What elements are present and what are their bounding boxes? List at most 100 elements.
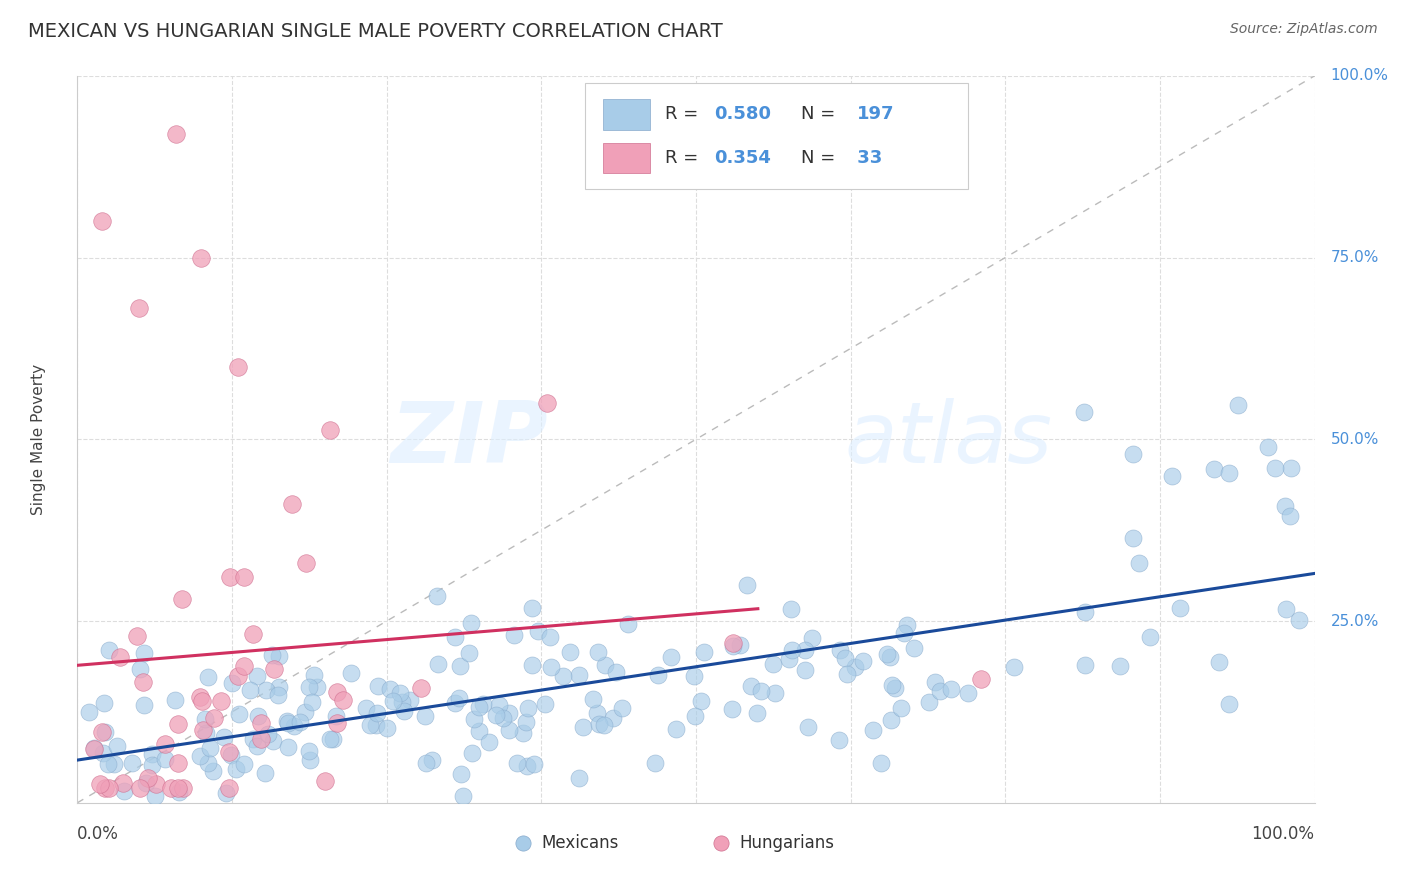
Point <box>225 762 247 776</box>
Point <box>458 646 481 660</box>
Point <box>93 724 115 739</box>
Point <box>451 789 474 803</box>
Point <box>143 789 166 803</box>
Point <box>219 747 242 762</box>
Point <box>319 423 342 437</box>
Point <box>378 682 401 697</box>
Point <box>233 570 256 584</box>
Point <box>301 695 323 709</box>
Point <box>97 756 120 771</box>
Point <box>332 692 354 706</box>
Point <box>326 685 349 699</box>
Point <box>728 638 751 652</box>
Point <box>202 711 225 725</box>
Point <box>1139 630 1161 644</box>
Point <box>884 681 907 695</box>
Point <box>890 701 912 715</box>
Point <box>298 753 321 767</box>
Point <box>588 717 610 731</box>
Point <box>763 686 786 700</box>
Point <box>468 723 491 738</box>
Point <box>83 740 105 755</box>
Point <box>1208 655 1230 669</box>
Point <box>267 680 290 694</box>
Point <box>1275 602 1298 616</box>
Point <box>880 678 903 692</box>
Point <box>155 737 177 751</box>
Point <box>498 723 520 738</box>
Point <box>413 708 436 723</box>
Point <box>586 645 609 659</box>
Point <box>520 601 543 615</box>
Point <box>956 686 979 700</box>
Point <box>749 684 772 698</box>
Point <box>129 662 152 676</box>
Text: 0.580: 0.580 <box>714 105 772 123</box>
Point <box>103 756 125 771</box>
Point <box>398 693 420 707</box>
Point <box>367 679 389 693</box>
Text: Single Male Poverty: Single Male Poverty <box>31 364 46 515</box>
Point <box>221 675 243 690</box>
Point <box>83 741 105 756</box>
Point <box>610 701 633 715</box>
Point <box>263 662 285 676</box>
Point <box>319 732 342 747</box>
Point <box>246 709 269 723</box>
Point <box>190 251 212 265</box>
Point <box>298 681 321 695</box>
Point <box>415 756 437 770</box>
Text: R =: R = <box>665 105 704 123</box>
Point <box>1128 556 1150 570</box>
Text: N =: N = <box>801 149 841 167</box>
Text: 100.0%: 100.0% <box>1330 69 1389 83</box>
Point <box>659 649 682 664</box>
Point <box>450 767 472 781</box>
Point <box>364 717 387 731</box>
Point <box>903 640 925 655</box>
Point <box>502 628 524 642</box>
Point <box>212 731 235 745</box>
Point <box>325 716 347 731</box>
Point <box>844 659 866 673</box>
Point <box>443 630 465 644</box>
Text: N =: N = <box>801 105 841 123</box>
Text: 50.0%: 50.0% <box>1330 432 1379 447</box>
Point <box>1279 508 1302 523</box>
Point <box>605 665 627 679</box>
Point <box>929 684 952 698</box>
Text: ZIP: ZIP <box>389 398 547 481</box>
Point <box>444 696 467 710</box>
Point <box>191 723 214 737</box>
Point <box>568 668 591 682</box>
Point <box>593 657 616 672</box>
Point <box>354 700 377 714</box>
Point <box>515 714 537 729</box>
Point <box>91 214 114 228</box>
Point <box>721 636 744 650</box>
Text: Source: ZipAtlas.com: Source: ZipAtlas.com <box>1230 22 1378 37</box>
Point <box>472 697 495 711</box>
Point <box>1204 462 1226 476</box>
Point <box>242 731 264 746</box>
Point <box>460 615 482 630</box>
Point <box>522 658 544 673</box>
Point <box>740 679 762 693</box>
Point <box>862 723 884 737</box>
Point <box>647 668 669 682</box>
Point <box>558 645 581 659</box>
Point <box>721 702 744 716</box>
Point <box>593 717 616 731</box>
Point <box>794 663 817 677</box>
Point <box>91 747 114 761</box>
Point <box>295 557 318 571</box>
Point <box>277 715 299 730</box>
Point <box>879 713 901 727</box>
Point <box>485 708 508 723</box>
Point <box>131 675 153 690</box>
Text: Mexicans: Mexicans <box>541 834 619 852</box>
Point <box>188 690 211 705</box>
Point <box>254 683 277 698</box>
Point <box>568 772 591 786</box>
Point <box>135 776 157 790</box>
